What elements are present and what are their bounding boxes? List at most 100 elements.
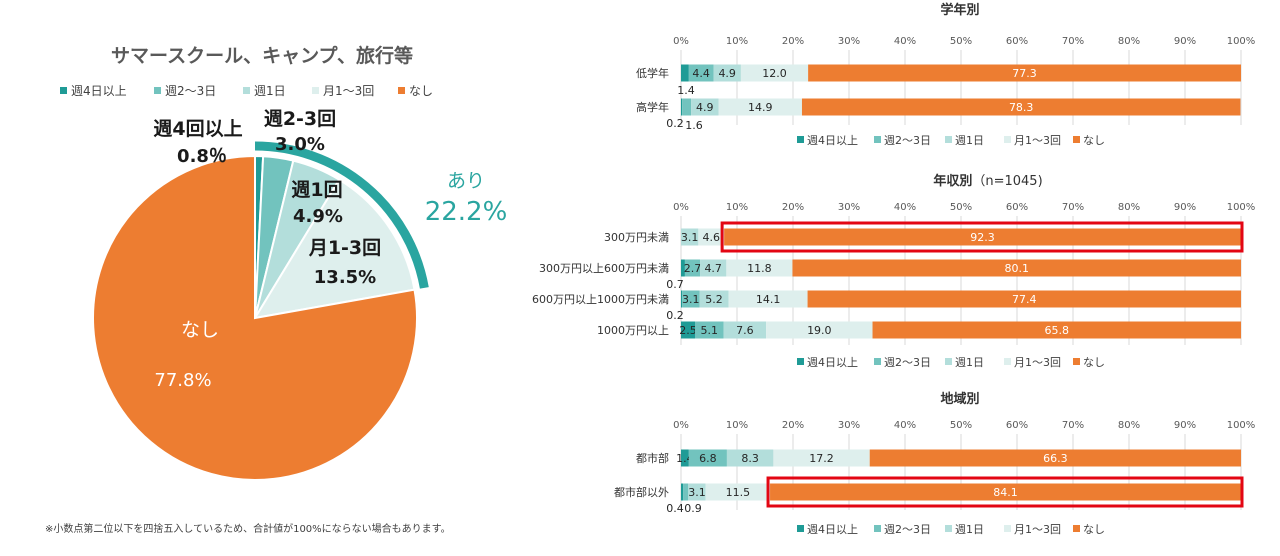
bar-segment-m1 — [698, 228, 725, 246]
legend-label-m1: 月1〜3回 — [323, 84, 374, 98]
bar-chart-title-text: 年収別 — [933, 173, 972, 189]
pie-slice-none — [92, 154, 418, 481]
bar-value-label: 11.5 — [726, 486, 751, 499]
legend-swatch-w1 — [945, 525, 952, 532]
legend-label-w2: 週2〜3日 — [884, 134, 931, 147]
bar-value-label: 0.2 — [666, 309, 684, 322]
bar-segment-w2 — [695, 321, 724, 339]
legend-label-w1: 週1日 — [955, 523, 984, 536]
x-tick-label: 10% — [726, 202, 748, 213]
legend-label-m1: 月1〜3回 — [1014, 523, 1061, 536]
ari-value: 22.2% — [425, 197, 508, 227]
x-tick-label: 40% — [894, 420, 916, 431]
x-tick-label: 20% — [782, 202, 804, 213]
bar-value-label: 3.1 — [682, 293, 700, 306]
bar-segment-none — [801, 98, 1241, 116]
bar-segment-none — [724, 228, 1241, 246]
bar-segment-w4 — [681, 449, 689, 467]
legend-swatch-m1 — [1004, 525, 1011, 532]
x-tick-label: 70% — [1062, 420, 1084, 431]
bar-value-label: 8.3 — [741, 452, 759, 465]
bar-segment-w1 — [713, 64, 741, 82]
legend-label-w2: 週2〜3日 — [884, 523, 931, 536]
pie-label-none-value: 77.8% — [154, 370, 211, 391]
bar-value-label: 0.4 — [666, 502, 684, 515]
x-tick-label: 30% — [838, 202, 860, 213]
bar-segment-w2 — [688, 449, 727, 467]
legend-swatch-none — [398, 87, 405, 94]
bar-chart-2: 年収別（n=1045) 0% 10% 20% 30% 40% 50% 60% 70% 80% 90%… — [532, 173, 1255, 369]
legend-swatch-none — [1073, 358, 1080, 365]
bar-chart-title: 年収別（n=1045) — [933, 173, 1042, 189]
x-tick-label: 90% — [1174, 202, 1196, 213]
bar-value-label: 65.8 — [1045, 324, 1070, 337]
bar-segment-w1 — [699, 290, 729, 308]
legend-label-w4: 週4日以上 — [71, 84, 127, 98]
x-tick-label: 80% — [1118, 420, 1140, 431]
legend-label-w4: 週4日以上 — [807, 523, 858, 536]
bar-segment-none — [807, 290, 1241, 308]
bar-value-label: 4.9 — [696, 101, 714, 114]
x-tick-label: 0% — [673, 202, 689, 213]
bar-segment-w4 — [681, 259, 685, 277]
bar-segment-w1 — [723, 321, 767, 339]
bar-value-label: 66.3 — [1043, 452, 1068, 465]
pie-label-w1-name: 週1回 — [291, 179, 342, 201]
bar-segment-w4 — [681, 98, 683, 116]
legend-swatch-w4 — [60, 87, 67, 94]
bar-value-label: 5.1 — [701, 324, 719, 337]
bar-segment-m1 — [718, 98, 802, 116]
bar-chart-1: 学年別 0% 10% 20% 30% 40% 50% 60% 70% 80% 90% 100% 低学年 1… — [636, 2, 1255, 147]
bar-segment-w1 — [700, 259, 727, 277]
x-tick-label: 10% — [726, 36, 748, 47]
bar-segment-w1 — [681, 228, 699, 246]
legend-label-none: なし — [1083, 134, 1105, 147]
x-tick-label: 50% — [950, 36, 972, 47]
legend-label-w2: 週2〜3日 — [884, 356, 931, 369]
pie-label-w4-value: 0.8％ — [177, 146, 227, 167]
legend-swatch-w2 — [154, 87, 161, 94]
legend-swatch-w2 — [874, 136, 881, 143]
x-tick-label: 100% — [1227, 420, 1256, 431]
legend-label-none: なし — [1083, 356, 1105, 369]
category-label: 都市部 — [636, 451, 669, 465]
highlight-box — [720, 221, 1244, 253]
bar-segment-w4 — [681, 64, 689, 82]
footnote: ※小数点第二位以下を四捨五入しているため、合計値が100%にならない場合もありま… — [45, 522, 451, 535]
bar-segment-m1 — [728, 290, 808, 308]
pie-label-m1-value: 13.5% — [314, 267, 376, 288]
legend-label-none: なし — [1083, 523, 1105, 536]
x-tick-label: 60% — [1006, 202, 1028, 213]
category-label: 600万円以上1000万円未満 — [532, 293, 669, 306]
bar-value-label: 5.2 — [705, 293, 723, 306]
bar-value-label: 12.0 — [762, 67, 787, 80]
legend-label-w1: 週1日 — [955, 356, 984, 369]
category-label: 300万円未満 — [604, 231, 669, 244]
bar-segment-w4 — [681, 483, 684, 501]
x-tick-label: 0% — [673, 36, 689, 47]
pie-label-m1-name: 月1-3回 — [308, 237, 381, 259]
x-tick-label: 90% — [1174, 36, 1196, 47]
x-tick-label: 100% — [1227, 36, 1256, 47]
bar-segment-w2 — [683, 483, 689, 501]
bar-value-label: 0.7 — [666, 278, 684, 291]
category-label: 高学年 — [636, 100, 669, 114]
bar-chart-title: 学年別 — [940, 2, 979, 18]
bar-chart-title-text: 地域別 — [940, 391, 979, 407]
highlight-box — [766, 476, 1244, 508]
bar-chart-subtitle: （n=1045) — [972, 174, 1042, 189]
legend-label-w4: 週4日以上 — [807, 134, 858, 147]
bar-segment-w1 — [726, 449, 774, 467]
category-label: 低学年 — [636, 66, 669, 80]
bar-legend: 週4日以上 週2〜3日 週1日 月1〜3回 なし — [797, 523, 1105, 536]
bar-value-label: 7.6 — [736, 324, 754, 337]
legend-label-m1: 月1〜3回 — [1014, 134, 1061, 147]
legend-swatch-w4 — [797, 358, 804, 365]
bar-segment-none — [770, 483, 1241, 501]
legend-label-m1: 月1〜3回 — [1014, 356, 1061, 369]
legend-label-w1: 週1日 — [254, 84, 286, 98]
x-tick-label: 10% — [726, 420, 748, 431]
bar-value-label: 3.1 — [681, 231, 699, 244]
legend-swatch-m1 — [1004, 136, 1011, 143]
legend-swatch-w2 — [874, 358, 881, 365]
